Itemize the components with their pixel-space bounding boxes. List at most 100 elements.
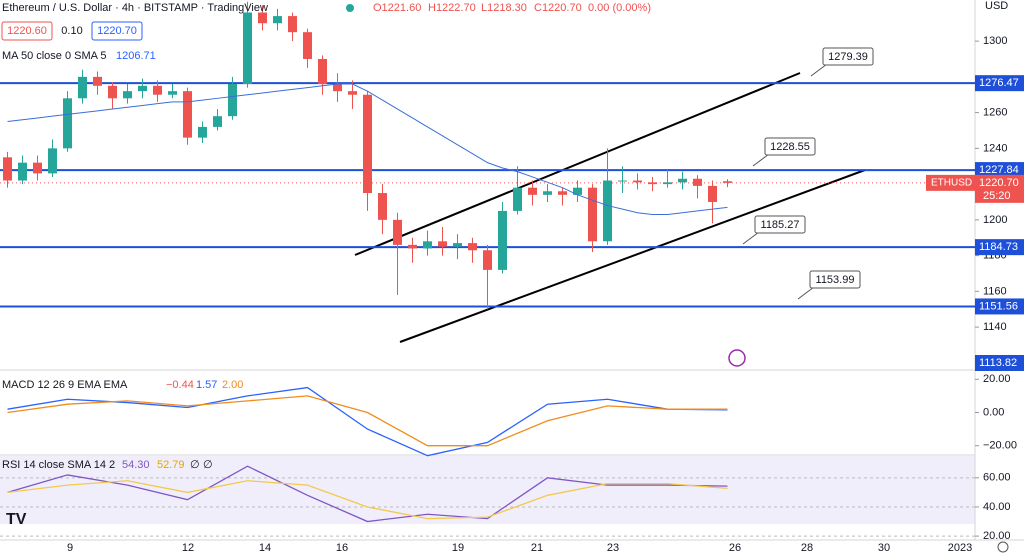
- ma-line: [7, 83, 728, 215]
- callout-pointer: [810, 63, 828, 77]
- candle-body: [708, 185, 717, 202]
- rsi-value: 52.79: [157, 459, 185, 471]
- macd-line: [7, 395, 728, 447]
- candle-body: [273, 16, 282, 24]
- callout-pointer: [742, 231, 760, 245]
- candle-body: [303, 32, 312, 59]
- y-tick-label: 1160: [983, 285, 1007, 297]
- rsi-value: 54.30: [122, 459, 150, 471]
- candle-body: [123, 91, 132, 99]
- candle-body: [573, 187, 582, 195]
- level-label: 1151.56: [979, 300, 1018, 312]
- candle-body: [108, 85, 117, 99]
- candle-body: [648, 182, 657, 185]
- y-tick-label: 40.00: [983, 501, 1011, 513]
- ohlc: C1220.70: [534, 2, 582, 14]
- y-tick-label: 1200: [983, 214, 1007, 226]
- x-tick-label: 30: [878, 542, 890, 554]
- candle-body: [528, 187, 537, 195]
- candle-body: [213, 116, 222, 127]
- callout-label: 1228.55: [770, 141, 810, 153]
- candle-body: [33, 162, 42, 174]
- trend-line: [354, 72, 801, 256]
- candle-body: [468, 243, 477, 251]
- candle-body: [723, 181, 732, 183]
- symbol: ETHUSD: [931, 177, 972, 188]
- x-tick-label: 21: [531, 542, 543, 554]
- candle-body: [438, 241, 447, 247]
- candle-body: [93, 76, 102, 86]
- callout-label: 1153.99: [816, 274, 855, 286]
- candle-body: [228, 84, 237, 117]
- macd-value: 1.57: [196, 379, 217, 391]
- callout-label: 1279.39: [828, 51, 868, 63]
- ma-value: 1206.71: [116, 50, 156, 62]
- y-tick-label: 1240: [983, 142, 1007, 154]
- ma-title: MA 50 close 0 SMA 5: [2, 50, 107, 62]
- level-label-box: [975, 298, 1024, 315]
- candle-body: [618, 180, 627, 182]
- y-tick-label: 0.00: [983, 406, 1004, 418]
- low-label: 1113.82: [979, 357, 1017, 369]
- alert-icon[interactable]: [728, 349, 746, 367]
- candle-body: [558, 191, 567, 195]
- level-label: 1184.73: [979, 241, 1018, 253]
- x-tick-label: 28: [801, 542, 813, 554]
- candle-body: [408, 244, 417, 249]
- last-price-box: [975, 174, 1024, 203]
- candle-body: [588, 187, 597, 242]
- candle-body: [513, 187, 522, 211]
- candle-body: [3, 157, 12, 181]
- callout-pointer: [752, 153, 770, 167]
- candle-body: [693, 178, 702, 186]
- x-tick-label: 26: [729, 542, 741, 554]
- y-tick-label: 1140: [983, 321, 1007, 333]
- rsi-value: ∅: [190, 459, 200, 471]
- settings-icon[interactable]: [997, 541, 1009, 553]
- bid: 1220.60: [7, 25, 47, 37]
- candle-body: [453, 243, 462, 247]
- x-tick-label: 16: [336, 542, 348, 554]
- callout-box: [809, 270, 861, 289]
- callout-box: [822, 47, 874, 66]
- x-tick-label: 12: [182, 542, 194, 554]
- callout-label: 1185.27: [761, 219, 800, 231]
- macd-line: [7, 386, 728, 457]
- candle-body: [678, 178, 687, 183]
- candle-body: [498, 210, 507, 270]
- candle-body: [138, 85, 147, 92]
- status-dot: [346, 4, 354, 12]
- candle-body: [633, 180, 642, 183]
- x-tick-label: 9: [67, 542, 73, 554]
- candle-body: [423, 241, 432, 249]
- countdown: 25:20: [983, 190, 1011, 202]
- bid-box[interactable]: [1, 21, 53, 41]
- symbol-box: [926, 174, 975, 191]
- candle-body: [63, 98, 72, 149]
- chart-title: Ethereum / U.S. Dollar · 4h · BITSTAMP ·…: [2, 2, 268, 14]
- rsi-value: ∅: [203, 459, 213, 471]
- candle-body: [243, 12, 252, 85]
- y-tick-label: 20.00: [983, 530, 1011, 542]
- candle-body: [348, 91, 357, 95]
- level-label: 1227.84: [979, 164, 1019, 176]
- candle-body: [183, 91, 192, 138]
- candle-body: [378, 193, 387, 220]
- candle-body: [198, 126, 207, 138]
- candle-body: [258, 12, 267, 24]
- level-label-box: [975, 75, 1024, 92]
- ohlc: H1222.70: [428, 2, 476, 14]
- rsi-band: [0, 456, 975, 524]
- ohlc: L1218.30: [481, 2, 527, 14]
- y-tick-label: −20.00: [983, 440, 1017, 452]
- low-label-box: [975, 355, 1024, 371]
- candle-body: [318, 58, 327, 85]
- y-tick-label: 1300: [983, 35, 1007, 47]
- rsi-title: RSI 14 close SMA 14 2: [2, 459, 115, 471]
- candle-body: [153, 85, 162, 95]
- candle-body: [333, 84, 342, 92]
- callout-box: [764, 137, 816, 156]
- callout-box: [754, 215, 806, 234]
- ask-box[interactable]: [91, 21, 143, 41]
